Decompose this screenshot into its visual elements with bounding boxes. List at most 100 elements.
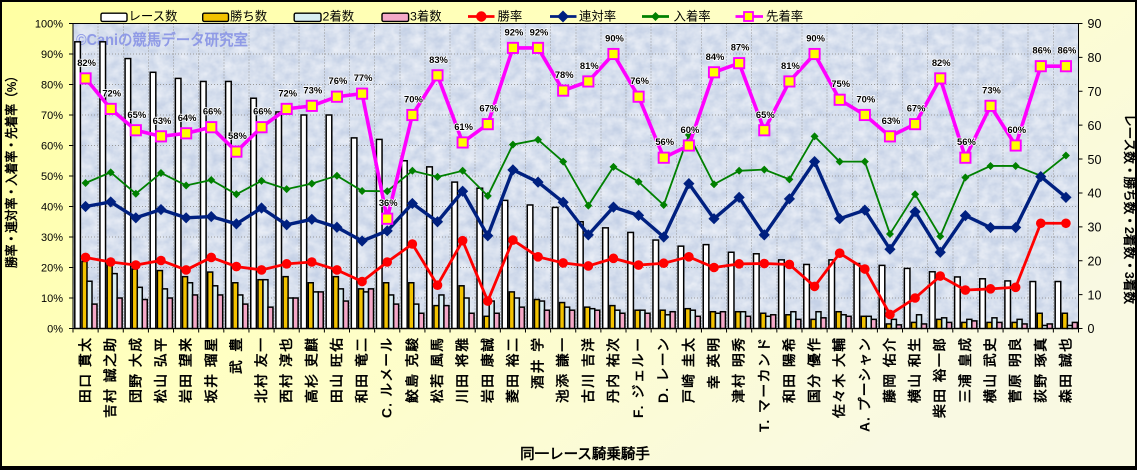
svg-text:75%: 75% bbox=[831, 78, 850, 89]
svg-text:80%: 80% bbox=[41, 80, 63, 92]
svg-text:60%: 60% bbox=[41, 141, 63, 153]
svg-text:菅原 明良: 菅原 明良 bbox=[1007, 338, 1023, 403]
svg-text:76%: 76% bbox=[630, 75, 649, 86]
svg-text:横山 和生: 横山 和生 bbox=[907, 338, 923, 403]
svg-text:菱田 裕二: 菱田 裕二 bbox=[504, 338, 520, 403]
svg-text:0: 0 bbox=[1088, 322, 1095, 336]
svg-text:戸崎 圭太: 戸崎 圭太 bbox=[680, 338, 696, 403]
svg-text:2着数: 2着数 bbox=[323, 9, 355, 24]
svg-text:63%: 63% bbox=[882, 115, 901, 126]
svg-text:団野 大成: 団野 大成 bbox=[127, 338, 143, 403]
svg-text:70%: 70% bbox=[856, 94, 875, 105]
svg-text:60: 60 bbox=[1088, 119, 1102, 133]
svg-text:36%: 36% bbox=[379, 197, 398, 208]
svg-text:国分 優作: 国分 優作 bbox=[806, 338, 822, 403]
svg-text:10%: 10% bbox=[41, 293, 63, 305]
svg-text:60%: 60% bbox=[1007, 124, 1026, 135]
svg-text:藤岡 佑介: 藤岡 佑介 bbox=[881, 338, 897, 403]
svg-text:81%: 81% bbox=[781, 60, 800, 71]
svg-text:松若 風馬: 松若 風馬 bbox=[429, 338, 445, 403]
svg-text:82%: 82% bbox=[77, 57, 96, 68]
svg-text:©Caniの競馬データ研究室: ©Caniの競馬データ研究室 bbox=[76, 30, 248, 49]
svg-text:81%: 81% bbox=[580, 60, 599, 71]
svg-text:C. ルメール: C. ルメール bbox=[380, 338, 395, 418]
svg-text:56%: 56% bbox=[957, 136, 976, 147]
svg-text:72%: 72% bbox=[278, 87, 297, 98]
svg-text:70%: 70% bbox=[41, 110, 63, 122]
svg-text:鮫島 克駿: 鮫島 克駿 bbox=[404, 338, 420, 403]
svg-text:連対率: 連対率 bbox=[579, 9, 616, 24]
svg-text:津村 明秀: 津村 明秀 bbox=[731, 338, 747, 403]
svg-text:和田 竜二: 和田 竜二 bbox=[354, 338, 370, 404]
svg-text:坂井 瑠星: 坂井 瑠星 bbox=[203, 338, 219, 403]
svg-text:F. ジェルー: F. ジェルー bbox=[631, 338, 646, 418]
svg-text:61%: 61% bbox=[454, 121, 473, 132]
svg-text:酒井 学: 酒井 学 bbox=[530, 338, 546, 389]
svg-text:70: 70 bbox=[1088, 85, 1102, 99]
svg-text:吉村 誠之助: 吉村 誠之助 bbox=[102, 338, 118, 418]
svg-text:50%: 50% bbox=[41, 171, 63, 183]
svg-text:森田 誠也: 森田 誠也 bbox=[1057, 338, 1073, 403]
svg-text:入着率: 入着率 bbox=[674, 9, 711, 24]
svg-text:岩田 康誠: 岩田 康誠 bbox=[479, 338, 495, 404]
svg-text:北村 友一: 北村 友一 bbox=[253, 338, 269, 403]
svg-text:90: 90 bbox=[1088, 17, 1102, 31]
svg-text:T. マーカンド: T. マーカンド bbox=[757, 338, 772, 432]
svg-text:77%: 77% bbox=[354, 72, 373, 83]
svg-text:60%: 60% bbox=[681, 124, 700, 135]
svg-text:D. レーン: D. レーン bbox=[656, 338, 671, 403]
svg-text:84%: 84% bbox=[706, 51, 725, 62]
svg-text:池添 謙一: 池添 謙一 bbox=[555, 338, 571, 403]
svg-text:72%: 72% bbox=[102, 87, 121, 98]
svg-text:松山 弘平: 松山 弘平 bbox=[152, 338, 168, 403]
svg-text:20: 20 bbox=[1088, 254, 1102, 268]
svg-text:78%: 78% bbox=[555, 69, 574, 80]
svg-text:82%: 82% bbox=[932, 57, 951, 68]
svg-text:76%: 76% bbox=[329, 75, 348, 86]
svg-text:73%: 73% bbox=[982, 84, 1001, 95]
svg-text:40%: 40% bbox=[41, 202, 63, 214]
svg-text:幸 英明: 幸 英明 bbox=[706, 338, 722, 389]
svg-text:勝率・連対率・入着率・先着率（%）: 勝率・連対率・入着率・先着率（%） bbox=[4, 70, 19, 268]
svg-text:83%: 83% bbox=[429, 54, 448, 65]
svg-text:92%: 92% bbox=[530, 26, 549, 37]
svg-text:30%: 30% bbox=[41, 232, 63, 244]
svg-text:勝ち数: 勝ち数 bbox=[230, 9, 268, 24]
svg-text:92%: 92% bbox=[505, 26, 524, 37]
svg-text:岩田 望来: 岩田 望来 bbox=[178, 338, 194, 404]
svg-text:70%: 70% bbox=[404, 94, 423, 105]
svg-text:武 豊: 武 豊 bbox=[228, 338, 244, 374]
svg-text:64%: 64% bbox=[178, 112, 197, 123]
svg-text:佐々木 大輔: 佐々木 大輔 bbox=[831, 338, 847, 419]
svg-text:30: 30 bbox=[1088, 221, 1102, 235]
svg-text:柴田 裕一郎: 柴田 裕一郎 bbox=[932, 338, 948, 419]
svg-text:100%: 100% bbox=[35, 19, 63, 31]
svg-text:67%: 67% bbox=[479, 103, 498, 114]
svg-text:66%: 66% bbox=[203, 106, 222, 117]
svg-text:67%: 67% bbox=[907, 103, 926, 114]
svg-text:90%: 90% bbox=[806, 33, 825, 44]
svg-text:荻野 琢真: 荻野 琢真 bbox=[1032, 338, 1048, 403]
svg-text:90%: 90% bbox=[41, 49, 63, 61]
svg-text:73%: 73% bbox=[303, 84, 322, 95]
svg-text:和田 陽希: 和田 陽希 bbox=[781, 338, 797, 404]
svg-text:50: 50 bbox=[1088, 153, 1102, 167]
svg-text:A. プーシャン: A. プーシャン bbox=[857, 338, 872, 432]
svg-text:レース数: レース数 bbox=[129, 9, 179, 24]
svg-text:65%: 65% bbox=[127, 109, 146, 120]
svg-text:65%: 65% bbox=[756, 109, 775, 120]
svg-text:レース数・勝ち数・2着数・3着数: レース数・勝ち数・2着数・3着数 bbox=[1122, 114, 1137, 305]
svg-text:丹内 祐次: 丹内 祐次 bbox=[605, 338, 621, 403]
svg-text:3着数: 3着数 bbox=[410, 9, 442, 24]
svg-text:90%: 90% bbox=[605, 33, 624, 44]
svg-text:0%: 0% bbox=[47, 324, 63, 336]
svg-text:63%: 63% bbox=[153, 115, 172, 126]
svg-text:86%: 86% bbox=[1032, 45, 1051, 56]
svg-text:10: 10 bbox=[1088, 288, 1102, 302]
svg-text:高杉 吏麒: 高杉 吏麒 bbox=[303, 338, 319, 403]
svg-text:87%: 87% bbox=[731, 42, 750, 53]
svg-text:古川 吉洋: 古川 吉洋 bbox=[580, 338, 596, 403]
svg-text:川田 将雅: 川田 将雅 bbox=[454, 338, 470, 404]
svg-text:40: 40 bbox=[1088, 187, 1102, 201]
svg-text:66%: 66% bbox=[253, 106, 272, 117]
